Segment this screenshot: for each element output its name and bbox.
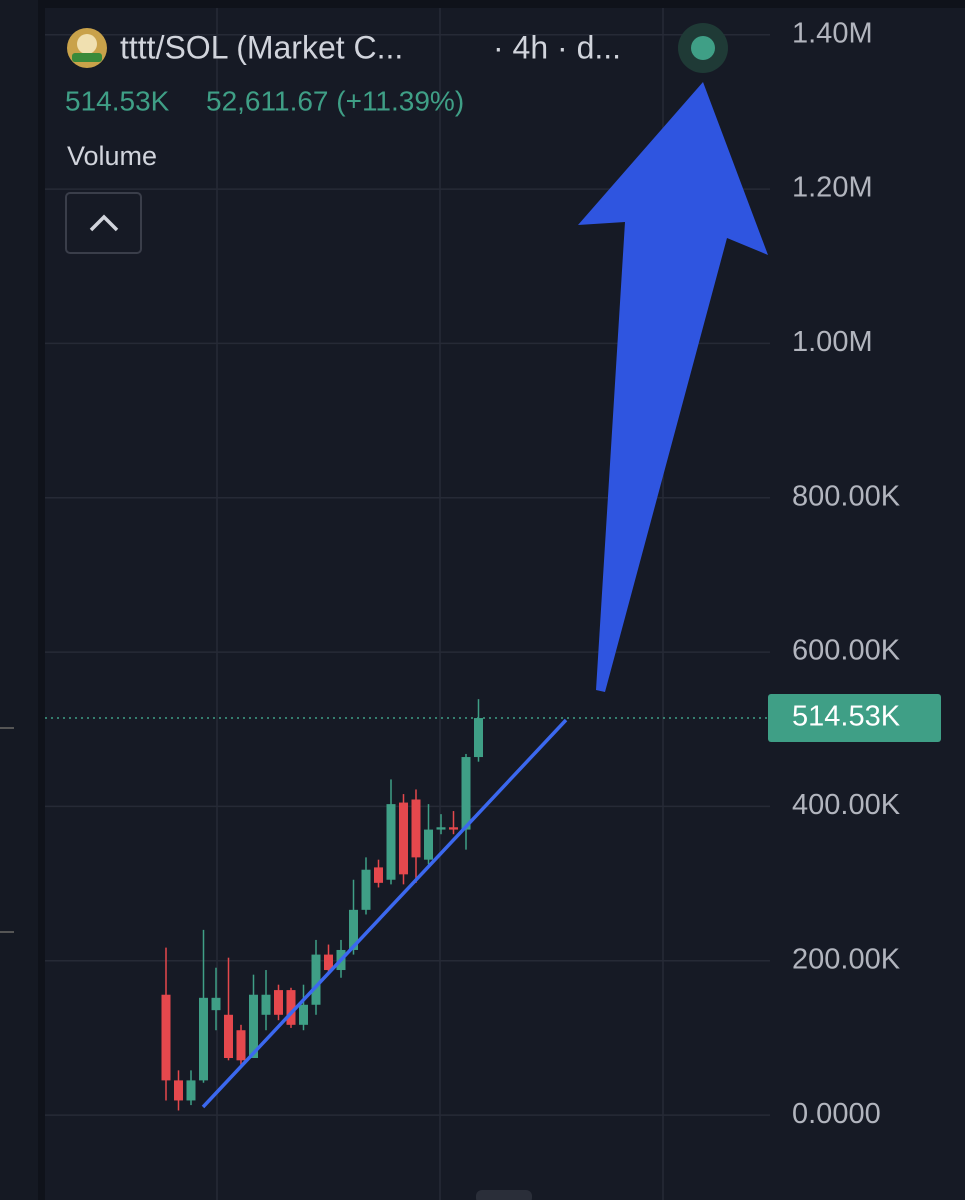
candle-body [161, 994, 171, 1081]
header: tttt/SOL (Market C... · 4h · d... 514.53… [65, 23, 728, 254]
scroll-handle[interactable] [476, 1190, 532, 1200]
candle-body [261, 994, 271, 1015]
y-tick-label: 200.00K [792, 943, 901, 975]
candle-body [361, 869, 371, 910]
candle-body [449, 827, 458, 830]
candle-body [311, 954, 321, 1005]
candle-body [174, 1080, 183, 1101]
chart-title: tttt/SOL (Market C... [120, 29, 403, 65]
last-price-label: 514.53K [792, 701, 901, 733]
chevron-icon [89, 214, 119, 232]
candle-body [236, 1030, 246, 1061]
candle-body [424, 829, 433, 860]
y-axis: 0.0000 200.00K 400.00K 600.00K 800.00K 1.00M 1… [768, 17, 941, 1130]
y-tick-label: 1.20M [792, 172, 873, 204]
candle-body [386, 804, 396, 880]
header-change: 52,611.67 (+11.39%) [206, 85, 464, 116]
token-icon-face [77, 34, 97, 54]
candle-body [199, 997, 208, 1081]
token-icon-band [72, 53, 102, 62]
candle-body [399, 802, 408, 875]
candle-body [286, 990, 296, 1025]
candle-body [349, 909, 358, 950]
y-tick-label: 400.00K [792, 789, 901, 821]
collapse-button[interactable] [65, 192, 142, 254]
candle-body [186, 1080, 196, 1101]
candle-body [461, 757, 471, 830]
arrow-annotation [578, 82, 768, 692]
candle-body [211, 997, 221, 1011]
left-panel [0, 0, 38, 1200]
candle-body [224, 1014, 233, 1059]
candle-body [299, 1004, 308, 1025]
candle-body [274, 990, 283, 1015]
y-tick-label: 1.00M [792, 326, 873, 358]
candle-body [474, 718, 483, 758]
y-tick-label: 800.00K [792, 480, 901, 512]
status-dot[interactable] [691, 36, 715, 60]
y-tick-label: 0.0000 [792, 1098, 881, 1130]
candle-body [374, 867, 383, 883]
interval: · 4h · d... [493, 29, 621, 65]
last-price-tag [768, 694, 941, 743]
y-tick-label: 600.00K [792, 635, 901, 667]
indicator-label: Volume [67, 141, 157, 171]
y-tick-label: 1.40M [792, 17, 873, 49]
candle-body [436, 827, 446, 830]
candle-body [411, 799, 421, 858]
candle-body [324, 954, 333, 971]
header-price: 514.53K [65, 85, 170, 116]
trend-line [201, 718, 568, 1109]
candle-body [249, 994, 258, 1059]
chart-panel [45, 8, 965, 1200]
